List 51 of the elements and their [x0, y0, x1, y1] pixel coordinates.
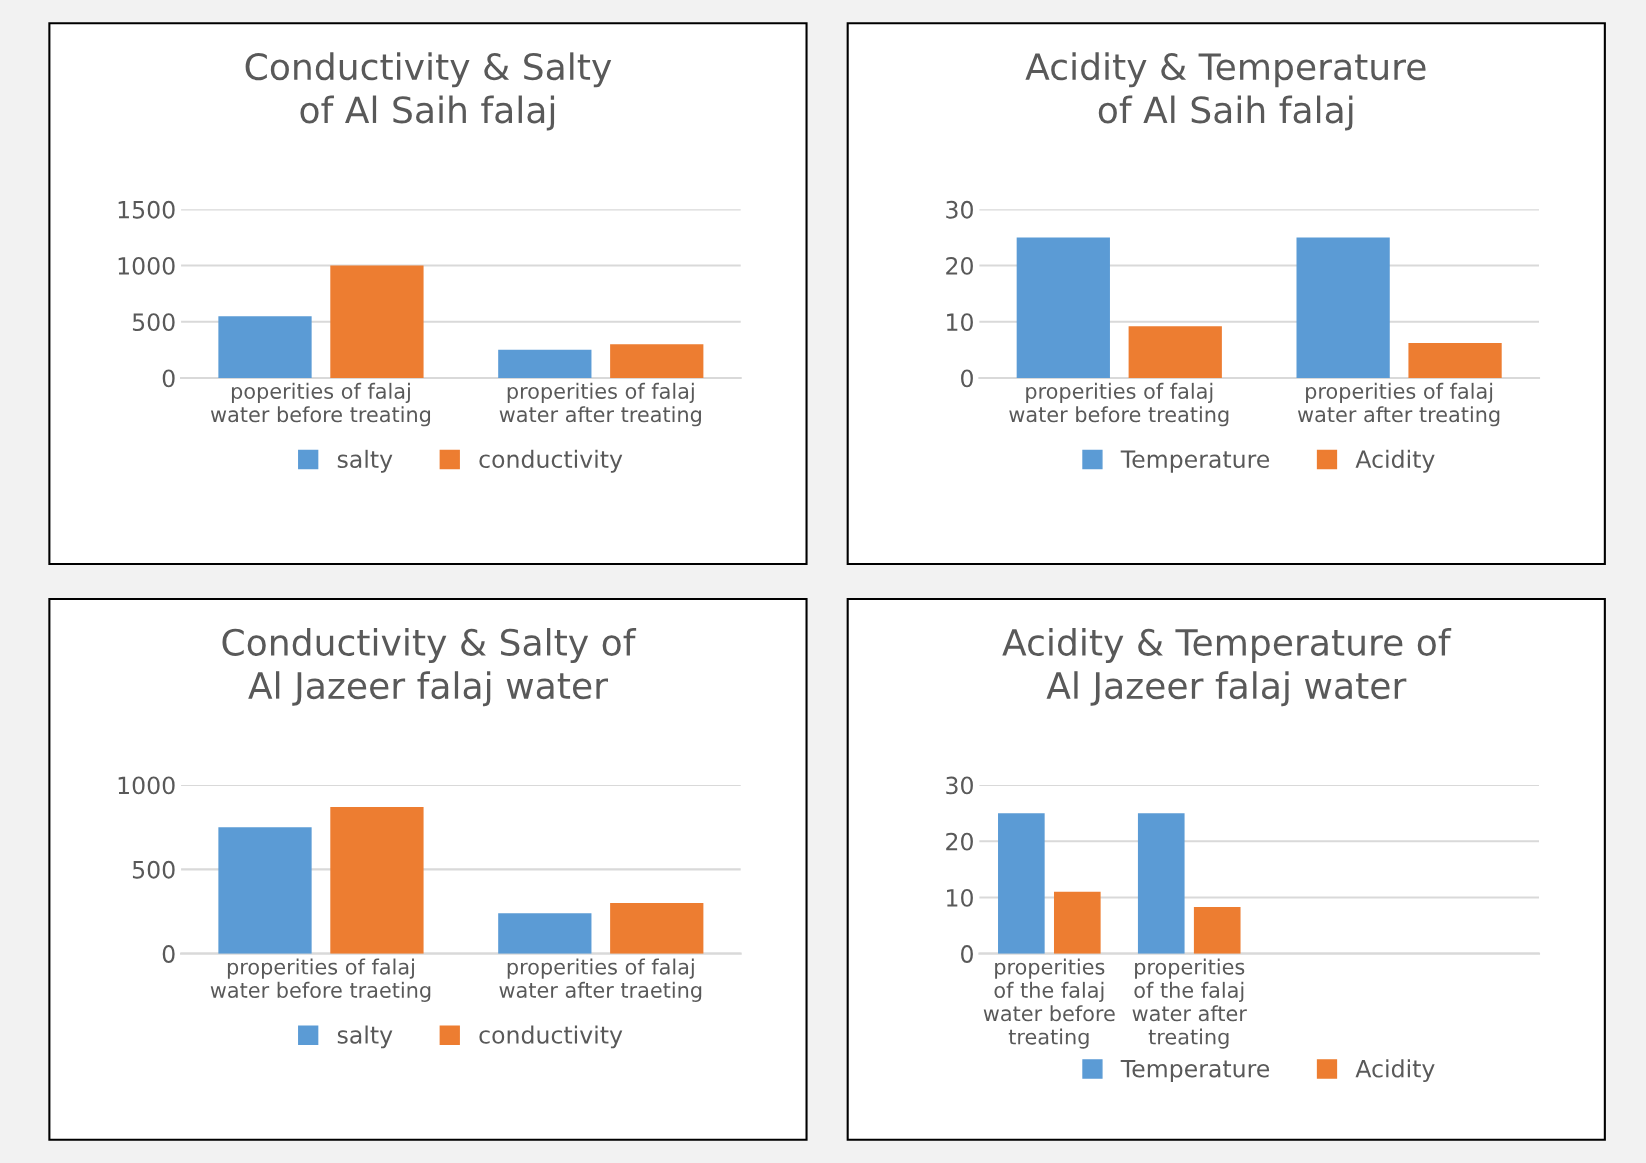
bar — [1016, 237, 1110, 378]
x-tick-label: properities of falaj water after treating — [1297, 382, 1500, 427]
bar — [998, 813, 1045, 954]
y-tick-label: 10 — [947, 888, 973, 907]
bar — [610, 903, 704, 954]
x-tick-label: properities of the falaj water before treating — [983, 958, 1115, 1049]
y-tick-label: 0 — [961, 369, 973, 388]
bar — [1408, 343, 1502, 378]
y-tick-label: 1500 — [118, 200, 175, 219]
bar — [330, 265, 424, 378]
x-tick-label: properities of falaj water after traeting — [499, 958, 702, 1003]
y-tick-label: 30 — [946, 776, 973, 795]
y-tick-label: 500 — [132, 860, 175, 879]
y-tick-label: 1000 — [118, 776, 175, 795]
y-tick-label: 20 — [946, 257, 973, 275]
chart-title: Conductivity & Salty of Al Saih falaj — [245, 52, 612, 131]
legend-label: Acidity — [1355, 1059, 1435, 1083]
x-tick-label: properities of falaj water before treating — [1009, 382, 1229, 427]
y-tick-label: 1000 — [118, 257, 175, 275]
legend-label: Temperature — [1120, 1059, 1270, 1083]
legend-label: Acidity — [1355, 449, 1435, 473]
legend-label: salty — [337, 449, 393, 473]
chart-title: Acidity & Temperature of Al Saih falaj — [1025, 52, 1426, 131]
bar — [1128, 326, 1222, 378]
y-tick-label: 0 — [162, 369, 175, 388]
bar — [218, 316, 312, 378]
chart-title: Conductivity & Salty of Al Jazeer falaj water — [222, 628, 637, 707]
bar — [330, 806, 424, 954]
x-tick-label: properities of falaj water after treating — [499, 382, 701, 427]
legend-label: Temperature — [1120, 450, 1270, 473]
y-tick-label: 0 — [961, 945, 973, 963]
bar — [610, 344, 704, 378]
y-tick-label: 10 — [947, 313, 973, 332]
bar — [1296, 237, 1390, 378]
legend-label: salty — [337, 1025, 393, 1049]
x-tick-label: properities of falaj water before traeting — [210, 958, 431, 1003]
x-tick-label: poperities of falaj water before treating — [210, 382, 431, 427]
chart-title: Acidity & Temperature of Al Jazeer falaj water — [1002, 628, 1452, 707]
legend-label: conductivity — [479, 449, 623, 473]
y-tick-label: 30 — [946, 200, 973, 219]
legend-label: conductivity — [479, 1025, 623, 1049]
bar — [1193, 907, 1241, 954]
y-tick-label: 0 — [162, 945, 175, 963]
bar — [498, 349, 592, 378]
y-tick-label: 500 — [132, 313, 175, 332]
x-tick-label: properities of the falaj water after treating — [1132, 958, 1247, 1049]
y-tick-label: 20 — [946, 832, 973, 851]
bar — [1053, 891, 1101, 954]
bar — [1137, 813, 1185, 954]
bar — [498, 913, 592, 954]
bar — [218, 827, 312, 954]
